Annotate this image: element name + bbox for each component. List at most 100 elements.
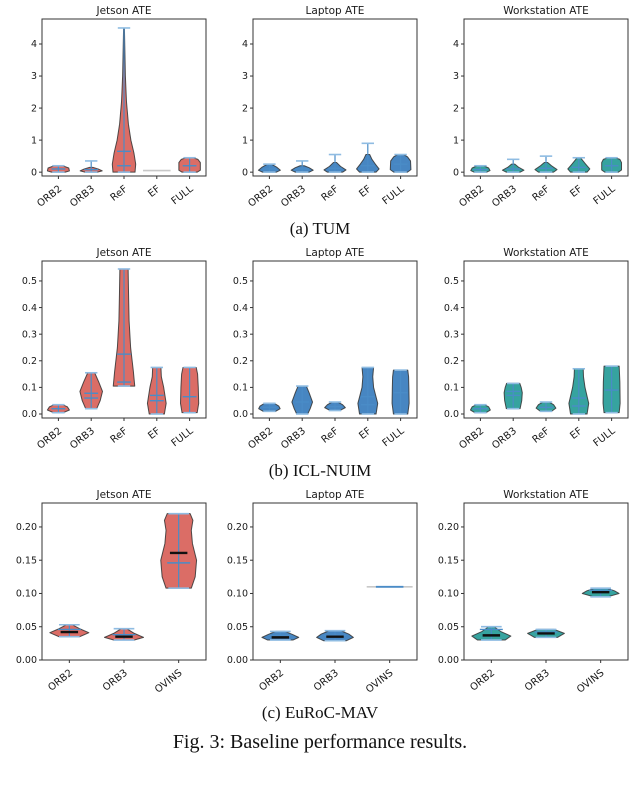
y-tick-label: 4 (31, 39, 37, 50)
x-tick-label: FULL (381, 183, 407, 207)
y-tick-label: 0.5 (233, 276, 248, 287)
y-tick-label: 1 (453, 135, 459, 146)
y-tick-label: 0.20 (16, 522, 37, 533)
y-tick-label: 1 (31, 135, 37, 146)
x-tick-label: ORB3 (101, 668, 130, 694)
x-tick-label: FULL (170, 183, 196, 207)
y-tick-label: 0.5 (22, 276, 37, 287)
figure-page: Jetson ATE 0 1 2 3 4 ORB2 ORB3 ReF EF FULL Laptop A… (0, 2, 640, 753)
x-tick-label: ORB2 (35, 184, 64, 210)
y-tick-label: 0.15 (227, 555, 248, 566)
subplot-laptop-ate-tum: Laptop ATE 0 1 2 3 4 ORB2 ORB3 ReF EF FULL (242, 5, 418, 210)
y-tick-label: 2 (242, 103, 248, 114)
x-tick-label: ORB3 (490, 184, 519, 210)
x-tick-label: ORB2 (246, 426, 275, 452)
x-tick-label: ORB3 (68, 184, 97, 210)
y-tick-label: 0.0 (22, 409, 37, 420)
y-tick-label: 0 (242, 167, 248, 178)
subplot-jetson-ate-tum: Jetson ATE 0 1 2 3 4 ORB2 ORB3 ReF EF FULL (31, 5, 207, 210)
y-tick-label: 3 (242, 71, 248, 82)
plot-title: Jetson ATE (96, 489, 152, 501)
subplot-jetson-ate-euroc-mav: Jetson ATE 0.00 0.05 0.10 0.15 0.20 ORB2 ORB3 OV… (16, 489, 207, 696)
x-tick-label: ORB2 (46, 668, 75, 694)
x-tick-label: ReF (531, 184, 552, 204)
plot-title: Jetson ATE (96, 5, 152, 17)
x-tick-label: ORB2 (257, 668, 286, 694)
y-tick-label: 3 (31, 71, 37, 82)
y-tick-label: 0.10 (227, 589, 248, 600)
y-tick-label: 0.2 (233, 356, 248, 367)
y-tick-label: 3 (453, 71, 459, 82)
y-tick-label: 0.10 (16, 589, 37, 600)
x-tick-label: EF (568, 426, 584, 442)
y-tick-label: 0.4 (22, 303, 37, 314)
plot-title: Laptop ATE (306, 5, 365, 17)
y-tick-label: 0.1 (444, 383, 459, 394)
x-tick-label: ReF (320, 426, 341, 446)
x-tick-label: ORB3 (279, 426, 308, 452)
y-tick-label: 0 (453, 167, 459, 178)
subplot-jetson-ate-icl-nuim: Jetson ATE 0.0 0.1 0.2 0.3 0.4 0.5 ORB2 ORB3 ReF E… (22, 247, 207, 452)
x-tick-label: ORB2 (457, 184, 486, 210)
x-tick-label: ORB3 (68, 426, 97, 452)
y-tick-label: 0.1 (22, 383, 37, 394)
row-caption-c: (c) EuRoC-MAV (261, 703, 379, 722)
y-tick-label: 0.15 (438, 555, 459, 566)
subplot-laptop-ate-icl-nuim: Laptop ATE 0.0 0.1 0.2 0.3 0.4 0.5 ORB2 ORB3 ReF E… (233, 247, 418, 452)
y-tick-label: 0.00 (227, 655, 248, 666)
figure-caption: Fig. 3: Baseline performance results. (172, 731, 468, 753)
plots-row-icl-nuim: Jetson ATE 0.0 0.1 0.2 0.3 0.4 0.5 ORB2 ORB3 ReF E… (0, 244, 640, 460)
y-tick-label: 0.20 (227, 522, 248, 533)
x-tick-label: FULL (381, 425, 407, 449)
x-tick-label: EF (568, 184, 584, 200)
x-tick-label: ORB2 (246, 184, 275, 210)
y-tick-label: 0.3 (444, 329, 459, 340)
x-tick-label: ORB2 (35, 426, 64, 452)
plot-title: Laptop ATE (306, 247, 365, 259)
x-tick-label: ORB2 (457, 426, 486, 452)
x-tick-label: FULL (170, 425, 196, 449)
y-tick-label: 0.3 (22, 329, 37, 340)
x-tick-label: EF (357, 184, 373, 200)
y-tick-label: 4 (242, 39, 248, 50)
plots-row-euroc-mav: Jetson ATE 0.00 0.05 0.10 0.15 0.20 ORB2 ORB3 OV… (0, 486, 640, 702)
x-tick-label: ReF (320, 184, 341, 204)
y-tick-label: 0.4 (233, 303, 248, 314)
plot-title: Workstation ATE (503, 5, 588, 17)
y-tick-label: 4 (453, 39, 459, 50)
subplot-workstation-ate-euroc-mav: Workstation ATE 0.00 0.05 0.10 0.15 0.20 ORB2 O… (438, 489, 629, 696)
subplot-workstation-ate-tum: Workstation ATE 0 1 2 3 4 ORB2 ORB3 ReF EF FULL (453, 5, 629, 210)
plots-row-tum: Jetson ATE 0 1 2 3 4 ORB2 ORB3 ReF EF FULL Laptop A… (0, 2, 640, 218)
y-tick-label: 2 (31, 103, 37, 114)
row-caption-a: (a) TUM (289, 219, 351, 238)
y-tick-label: 0.10 (438, 589, 459, 600)
y-tick-label: 2 (453, 103, 459, 114)
y-tick-label: 0.2 (22, 356, 37, 367)
y-tick-label: 0.20 (438, 522, 459, 533)
x-tick-label: FULL (592, 425, 618, 449)
y-tick-label: 0.15 (16, 555, 37, 566)
plot-title: Workstation ATE (503, 247, 588, 259)
axes-box (252, 18, 418, 177)
x-tick-label: FULL (592, 183, 618, 207)
x-tick-label: ReF (109, 426, 130, 446)
x-tick-label: EF (357, 426, 373, 442)
y-tick-label: 0.0 (233, 409, 248, 420)
figure-row-tum: Jetson ATE 0 1 2 3 4 ORB2 ORB3 ReF EF FULL Laptop A… (0, 2, 640, 239)
plot-title: Jetson ATE (96, 247, 152, 259)
y-tick-label: 0.05 (227, 622, 248, 633)
y-tick-label: 0.1 (233, 383, 248, 394)
subplot-workstation-ate-icl-nuim: Workstation ATE 0.0 0.1 0.2 0.3 0.4 0.5 ORB2 ORB… (444, 247, 629, 452)
y-tick-label: 0.3 (233, 329, 248, 340)
x-tick-label: EF (146, 184, 162, 200)
y-tick-label: 0.00 (438, 655, 459, 666)
y-tick-label: 0.05 (16, 622, 37, 633)
figure-row-euroc-mav: Jetson ATE 0.00 0.05 0.10 0.15 0.20 ORB2 ORB3 OV… (0, 486, 640, 723)
y-tick-label: 0.05 (438, 622, 459, 633)
y-tick-label: 0.00 (16, 655, 37, 666)
y-tick-label: 1 (242, 135, 248, 146)
x-tick-label: ReF (109, 184, 130, 204)
plot-title: Workstation ATE (503, 489, 588, 501)
x-tick-label: ORB2 (468, 668, 497, 694)
plot-title: Laptop ATE (306, 489, 365, 501)
